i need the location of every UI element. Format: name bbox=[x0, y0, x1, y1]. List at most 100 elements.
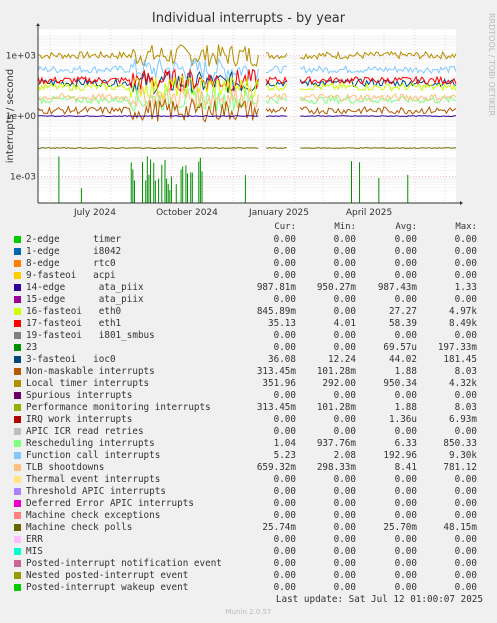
legend-label: Machine check polls bbox=[26, 522, 133, 533]
legend-avg-value: 987.43m bbox=[377, 282, 417, 293]
legend-avg-value: 0.00 bbox=[394, 246, 417, 257]
legend-max-value: 0.00 bbox=[454, 246, 477, 257]
legend-swatch bbox=[14, 236, 21, 243]
legend-max-value: 4.32k bbox=[449, 378, 477, 389]
legend-cur-value: 0.00 bbox=[273, 294, 296, 305]
legend-swatch bbox=[14, 272, 21, 279]
legend-max-value: 1.33 bbox=[454, 282, 477, 293]
legend-row: 14-edge ata_piix 987.81m 950.27m 987.43m 1.3… bbox=[0, 282, 497, 294]
legend-max-value: 6.93m bbox=[449, 414, 477, 425]
legend-max-value: 0.00 bbox=[454, 582, 477, 593]
legend-header: Cur: Min: Avg: Max: bbox=[0, 222, 497, 234]
legend-min-value: 0.00 bbox=[333, 426, 356, 437]
series-line bbox=[37, 97, 457, 123]
legend-cur-value: 0.00 bbox=[273, 342, 296, 353]
munin-version: Munin 2.0.57 bbox=[225, 608, 272, 616]
legend-row: 15-edge ata_piix 0.00 0.00 0.00 0.00 bbox=[0, 294, 497, 306]
legend-swatch bbox=[14, 308, 21, 315]
legend-row: Machine check polls 25.74m 0.00 25.70m 48.15… bbox=[0, 522, 497, 534]
legend-label: 19-fasteoi i801_smbus bbox=[26, 330, 155, 341]
legend-min-value: 101.28m bbox=[316, 366, 356, 377]
legend-min-value: 0.00 bbox=[333, 330, 356, 341]
legend-cur-value: 845.89m bbox=[256, 306, 296, 317]
legend-cur-value: 35.13 bbox=[268, 318, 296, 329]
legend-label: 2-edge timer bbox=[26, 234, 122, 245]
series-line bbox=[37, 44, 457, 68]
legend-swatch bbox=[14, 380, 21, 387]
legend-min-value: 0.00 bbox=[333, 270, 356, 281]
legend-row: 16-fasteoi eth0 845.89m 0.00 27.27 4.97k bbox=[0, 306, 497, 318]
legend-max-value: 781.12 bbox=[443, 462, 477, 473]
legend-avg-value: 0.00 bbox=[394, 582, 417, 593]
legend-swatch bbox=[14, 356, 21, 363]
legend-avg-value: 0.00 bbox=[394, 558, 417, 569]
legend-swatch bbox=[14, 320, 21, 327]
legend-avg-value: 0.00 bbox=[394, 390, 417, 401]
legend-label: Rescheduling interrupts bbox=[26, 438, 155, 449]
legend-min-value: 0.00 bbox=[333, 522, 356, 533]
legend-swatch bbox=[14, 368, 21, 375]
legend-max-value: 0.00 bbox=[454, 558, 477, 569]
legend-swatch bbox=[14, 284, 21, 291]
legend-min-value: 0.00 bbox=[333, 258, 356, 269]
legend-cur-value: 0.00 bbox=[273, 570, 296, 581]
legend-label: 1-edge i8042 bbox=[26, 246, 122, 257]
legend-swatch bbox=[14, 584, 21, 591]
legend-max-value: 0.00 bbox=[454, 534, 477, 545]
legend-label: 9-fasteoi acpi bbox=[26, 270, 116, 281]
legend-max-value: 4.97k bbox=[449, 306, 477, 317]
legend-row: Posted-interrupt wakeup event 0.00 0.00 0.0… bbox=[0, 582, 497, 594]
legend-row: 1-edge i8042 0.00 0.00 0.00 0.00 bbox=[0, 246, 497, 258]
legend-min-value: 4.01 bbox=[333, 318, 356, 329]
legend-swatch bbox=[14, 392, 21, 399]
legend-max-value: 0.00 bbox=[454, 426, 477, 437]
legend-label: Posted-interrupt notification event bbox=[26, 558, 222, 569]
legend-swatch bbox=[14, 536, 21, 543]
legend-row: Performance monitoring interrupts 313.45m… bbox=[0, 402, 497, 414]
legend-swatch bbox=[14, 488, 21, 495]
legend-row: Local timer interrupts 351.96 292.00 950.34… bbox=[0, 378, 497, 390]
legend-max-value: 0.00 bbox=[454, 498, 477, 509]
legend-row: Posted-interrupt notification event 0.00 0… bbox=[0, 558, 497, 570]
legend-label: Machine check exceptions bbox=[26, 510, 161, 521]
legend-label: APIC ICR read retries bbox=[26, 426, 144, 437]
legend-min-value: 0.00 bbox=[333, 234, 356, 245]
legend-swatch bbox=[14, 476, 21, 483]
legend-avg-value: 25.70m bbox=[383, 522, 417, 533]
last-update: Last update: Sat Jul 12 01:00:07 2025 bbox=[275, 594, 483, 605]
legend-max-value: 8.03 bbox=[454, 402, 477, 413]
legend-row: TLB shootdowns 659.32m 298.33m 8.41 781.12 bbox=[0, 462, 497, 474]
legend-cur-value: 0.00 bbox=[273, 390, 296, 401]
legend-avg-value: 0.00 bbox=[394, 330, 417, 341]
legend-label: Local timer interrupts bbox=[26, 378, 150, 389]
legend-avg-value: 8.41 bbox=[394, 462, 417, 473]
series-line bbox=[38, 115, 457, 118]
legend-row: 2-edge timer 0.00 0.00 0.00 0.00 bbox=[0, 234, 497, 246]
y-axis-arrow bbox=[36, 23, 40, 26]
legend-row: Deferred Error APIC interrupts 0.00 0.00 0.… bbox=[0, 498, 497, 510]
rrdtool-credit: RRDTOOL / TOBI OETIKER bbox=[486, 12, 496, 117]
legend-min-value: 0.00 bbox=[333, 546, 356, 557]
legend-min-value: 0.00 bbox=[333, 390, 356, 401]
legend-min-value: 0.00 bbox=[333, 306, 356, 317]
legend-row: APIC ICR read retries 0.00 0.00 0.00 0.00 bbox=[0, 426, 497, 438]
legend-max-value: 0.00 bbox=[454, 258, 477, 269]
legend-cur-value: 0.00 bbox=[273, 474, 296, 485]
legend-cur-value: 0.00 bbox=[273, 234, 296, 245]
legend-swatch bbox=[14, 416, 21, 423]
legend-cur-value: 0.00 bbox=[273, 498, 296, 509]
legend-swatch bbox=[14, 404, 21, 411]
legend-label: 8-edge rtc0 bbox=[26, 258, 116, 269]
legend-label: 23 bbox=[26, 342, 38, 353]
series-line bbox=[37, 84, 457, 110]
legend-max-value: 197.33m bbox=[437, 342, 477, 353]
legend-avg-value: 27.27 bbox=[389, 306, 417, 317]
legend-min-value: 0.00 bbox=[333, 486, 356, 497]
legend-swatch bbox=[14, 428, 21, 435]
legend-avg-value: 69.57u bbox=[383, 342, 417, 353]
legend-swatch bbox=[14, 248, 21, 255]
series-line bbox=[37, 68, 457, 93]
y-tick-label: 1e-03 bbox=[10, 173, 36, 183]
legend-row: 23 0.00 0.00 69.57u 197.33m bbox=[0, 342, 497, 354]
legend-cur-value: 0.00 bbox=[273, 330, 296, 341]
